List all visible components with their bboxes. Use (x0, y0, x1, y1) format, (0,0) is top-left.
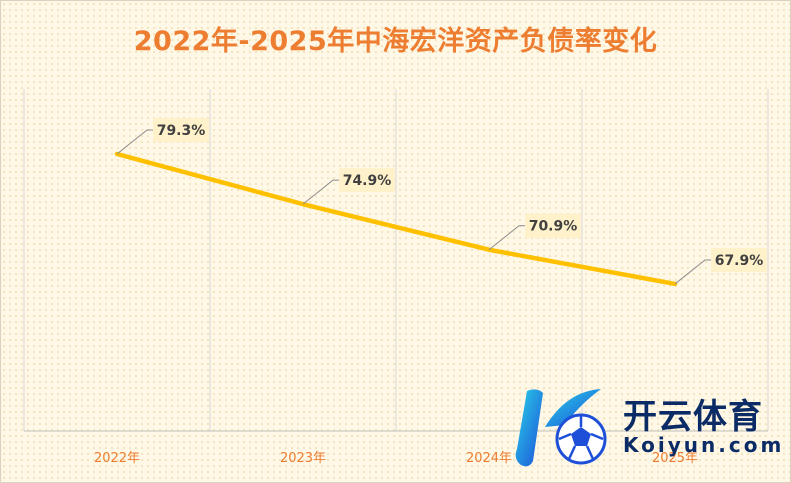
data-label-text: 70.9% (529, 219, 578, 235)
x-tick-label: 2024年 (466, 451, 512, 466)
x-tick-label: 2023年 (280, 451, 326, 466)
data-labels: 79.3% 74.9% 70.9% 67.9% (116, 117, 767, 285)
label-box (339, 168, 395, 193)
series-line (114, 151, 678, 287)
label-box (711, 247, 767, 272)
label-box (153, 117, 209, 142)
grid-lines (23, 89, 769, 431)
x-tick-labels: 2022年 2023年 2024年 2025年 (94, 451, 698, 466)
data-label-text: 79.3% (157, 123, 206, 139)
series-polyline (114, 151, 678, 287)
watermark-en: Koiyun.com (623, 433, 785, 457)
data-label-2: 70.9% (488, 213, 581, 251)
logo-icon (515, 389, 607, 467)
data-label-0: 79.3% (116, 117, 209, 155)
leader-line (674, 259, 711, 285)
watermark-cn: 开云体育 (623, 397, 763, 437)
leader-line (488, 225, 525, 251)
x-tick-label: 2025年 (652, 451, 698, 466)
data-label-1: 74.9% (302, 168, 395, 205)
watermark-logo: 开云体育 Koiyun.com (509, 383, 789, 473)
data-label-3: 67.9% (674, 247, 767, 285)
x-tick-label: 2022年 (94, 451, 140, 466)
chart-title: 2022年-2025年中海宏洋资产负债率变化 (133, 26, 658, 57)
data-label-text: 67.9% (715, 253, 764, 269)
leader-line (302, 179, 339, 205)
label-box (525, 213, 581, 238)
data-label-text: 74.9% (343, 173, 392, 189)
leader-line (116, 129, 153, 155)
